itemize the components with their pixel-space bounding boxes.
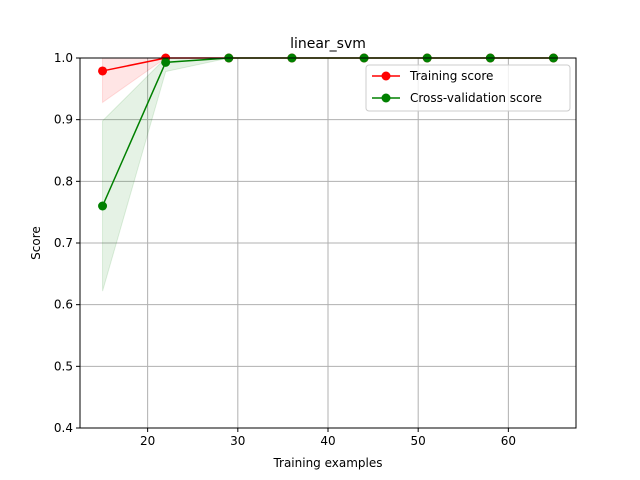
axis-ticks: 20 30 40 50 60 0.4 0.5 0.6 0.7 0.8 0.9 1.0 <box>54 51 516 448</box>
series-0-point <box>98 66 108 76</box>
x-tick-label: 50 <box>411 434 426 448</box>
y-tick-label: 0.9 <box>54 113 73 127</box>
chart-title: linear_svm <box>290 36 366 52</box>
legend-box <box>365 64 571 112</box>
legend: Training score Cross-validation score <box>365 64 571 112</box>
legend-swatch-marker <box>381 71 391 81</box>
y-tick-label: 0.4 <box>54 421 73 435</box>
y-tick-label: 0.5 <box>54 359 73 373</box>
legend-entry-label: Training score <box>409 69 493 83</box>
x-tick-label: 40 <box>320 434 335 448</box>
y-tick-label: 1.0 <box>54 51 73 65</box>
x-tick-label: 60 <box>501 434 516 448</box>
y-tick-label: 0.7 <box>54 236 73 250</box>
x-tick-label: 30 <box>230 434 245 448</box>
y-axis-label: Score <box>29 226 43 260</box>
x-axis-label: Training examples <box>272 456 382 470</box>
grid <box>80 57 576 429</box>
series-1-point <box>161 57 171 67</box>
legend-entry-label: Cross-validation score <box>410 91 542 105</box>
y-tick-label: 0.8 <box>54 174 73 188</box>
y-tick-label: 0.6 <box>54 298 73 312</box>
x-tick-label: 20 <box>140 434 155 448</box>
series-1-point <box>98 201 108 211</box>
legend-swatch-marker <box>381 93 391 103</box>
